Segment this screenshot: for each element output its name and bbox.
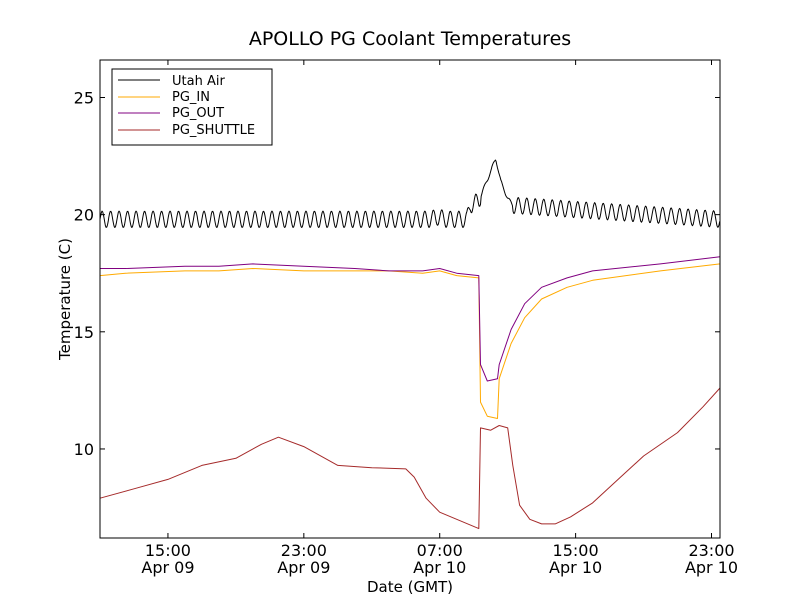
y-tick-label-15: 15 [74,323,94,342]
x-tick-date-0: Apr 09 [141,558,194,577]
legend-label-pg-out: PG_OUT [172,106,224,121]
x-tick-time-2: 07:00 [417,541,463,560]
legend-label-pg-in: PG_IN [172,90,210,105]
series-line-pg-shuttle [99,387,721,530]
x-tick-date-2: Apr 10 [413,558,466,577]
x-tick-date-4: Apr 10 [685,558,738,577]
y-tick-label-20: 20 [74,206,94,225]
x-tick-time-3: 15:00 [553,541,599,560]
x-axis-title: Date (GMT) [367,578,453,596]
plot-frame [99,59,721,539]
x-tick-time-0: 15:00 [145,541,191,560]
legend-label-utah-air: Utah Air [172,74,225,89]
x-tick-time-4: 23:00 [688,541,734,560]
x-tick-date-3: Apr 10 [549,558,602,577]
x-tick-time-1: 23:00 [281,541,327,560]
chart-title: APOLLO PG Coolant Temperatures [249,28,571,50]
y-tick-label-10: 10 [74,440,94,459]
series-layer [99,159,721,530]
y-axis-title: Temperature (C) [56,238,74,361]
legend-box [111,68,273,146]
legend-label-pg-shuttle: PG_SHUTTLE [172,123,255,138]
series-line-pg-out [100,256,721,382]
y-tick-label-25: 25 [74,88,94,107]
series-line-utah-air [99,159,721,228]
x-tick-date-1: Apr 09 [277,558,330,577]
legend: Utah Air PG_IN PG_OUT PG_SHUTTLE [111,68,273,146]
